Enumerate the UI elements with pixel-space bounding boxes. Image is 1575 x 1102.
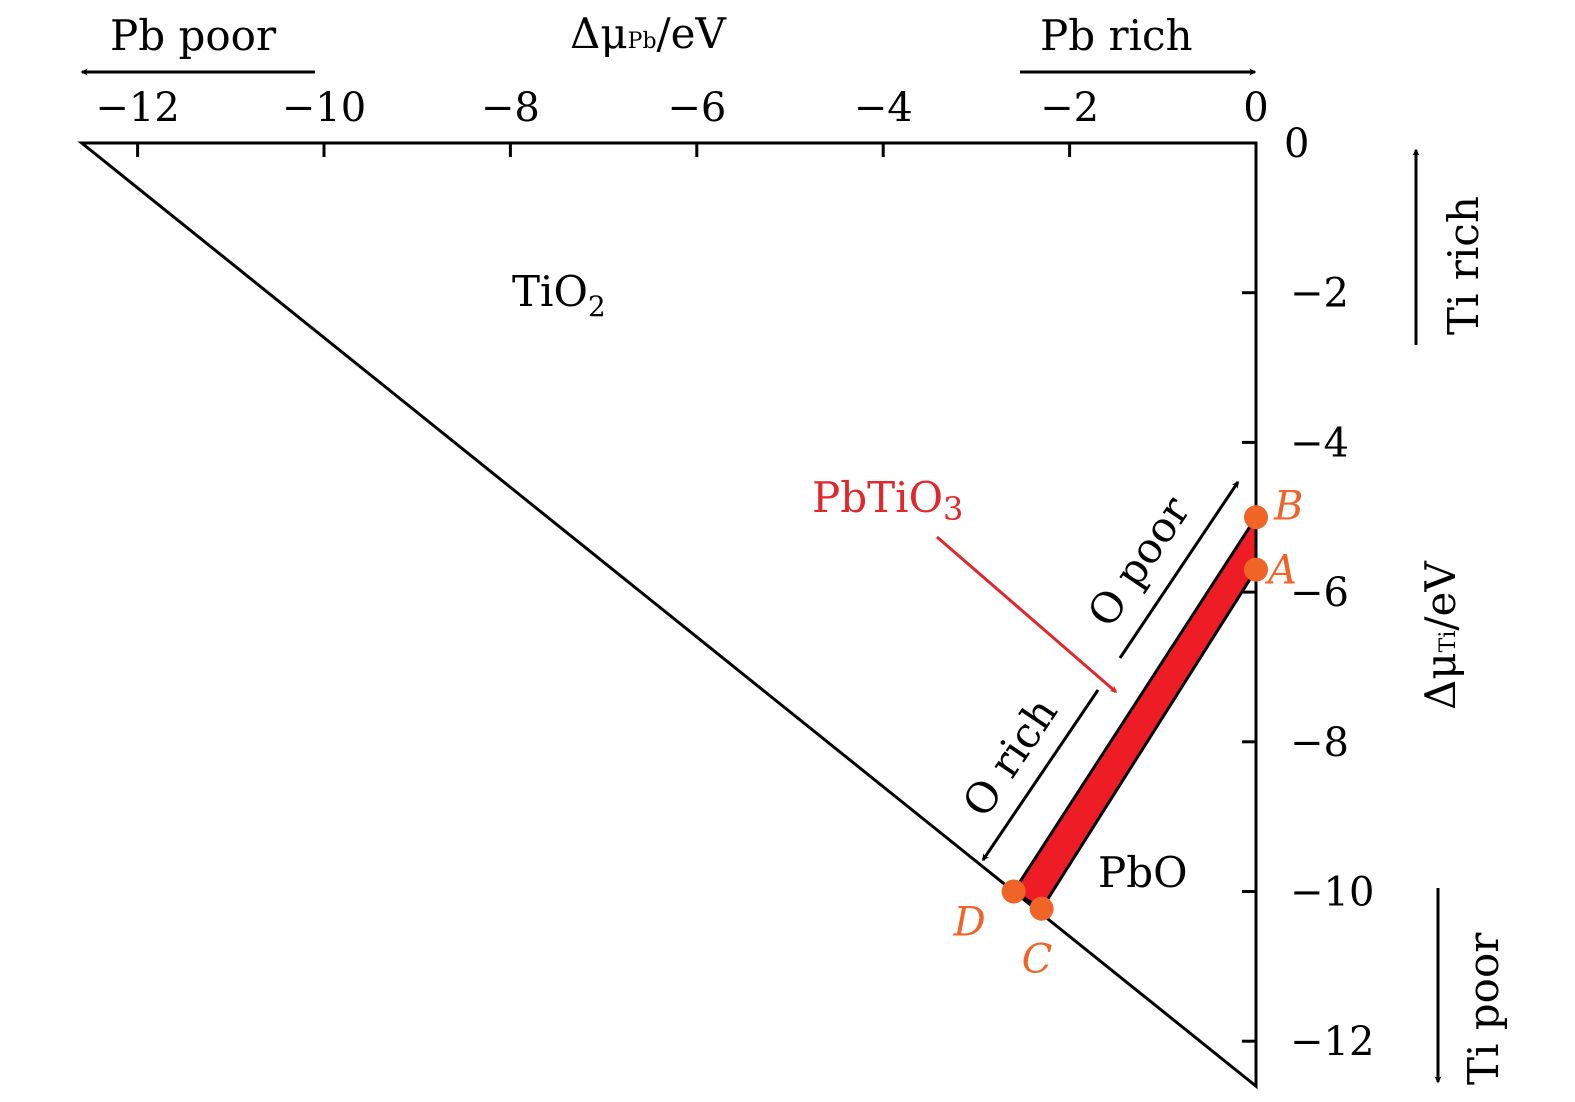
point-a [1244, 557, 1268, 582]
y-axis-ticks: 0 −2 −4 −6 −8 −10 −12 [1242, 121, 1374, 1065]
x-axis-ticks: −12 −10 −8 −6 −4 −2 0 [95, 85, 1269, 157]
x-axis-title: ΔμPb/eV [570, 9, 727, 58]
stability-triangle [77, 141, 1258, 1090]
point-label-d: D [953, 900, 986, 946]
ti-rich-label: Ti rich [1439, 196, 1488, 335]
x-tick-label: −4 [854, 85, 913, 131]
y-tick-label: −10 [1290, 870, 1374, 916]
point-label-b: B [1273, 483, 1303, 529]
x-tick-label: −2 [1040, 85, 1099, 131]
o-rich-arrow [981, 689, 1100, 862]
pbo-region-label: PbO [1098, 848, 1188, 897]
pb-poor-label: Pb poor [110, 11, 277, 60]
x-tick-label: −10 [282, 85, 366, 131]
point-c [1029, 896, 1054, 921]
y-tick-label: 0 [1284, 121, 1309, 167]
x-tick-label: 0 [1243, 85, 1268, 131]
pbtio3-pointer-arrow [936, 535, 1118, 694]
o-rich-label: O rich [953, 689, 1067, 826]
x-tick-label: −12 [95, 85, 179, 131]
o-poor-arrow [1118, 480, 1240, 659]
x-tick-label: −8 [481, 85, 540, 131]
point-label-a: A [1264, 548, 1297, 594]
point-d [1001, 879, 1026, 904]
y-tick-label: −4 [1290, 420, 1349, 466]
o-poor-label: O poor [1078, 487, 1200, 636]
pb-rich-label: Pb rich [1040, 11, 1193, 60]
y-tick-label: −8 [1290, 720, 1349, 766]
y-tick-label: −2 [1290, 271, 1349, 317]
y-tick-label: −12 [1290, 1019, 1374, 1065]
x-tick-label: −6 [667, 85, 726, 131]
point-b [1244, 505, 1268, 530]
point-label-c: C [1022, 937, 1053, 983]
ti-poor-label: Ti poor [1459, 932, 1508, 1085]
tio2-region-label: TiO2 [512, 267, 606, 323]
pbtio3-label: PbTiO3 [812, 473, 963, 528]
y-tick-label: −6 [1290, 570, 1349, 616]
y-axis-title: ΔμTi/eV [1416, 561, 1465, 710]
vertex-points: AB CD [953, 483, 1304, 982]
